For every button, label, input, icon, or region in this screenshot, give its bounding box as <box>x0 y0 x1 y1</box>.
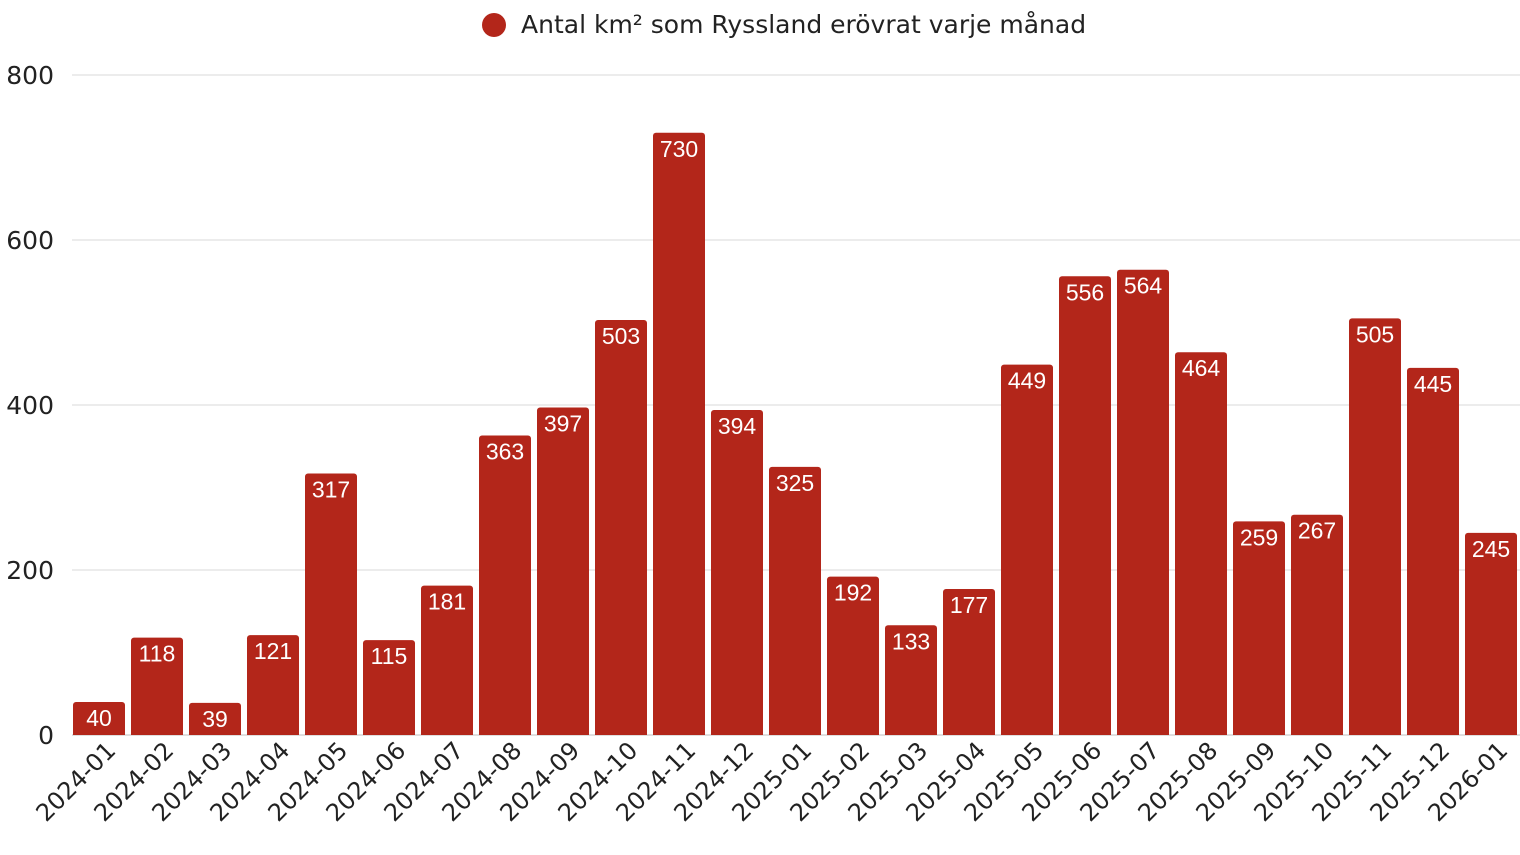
bar-base <box>885 731 937 735</box>
bar-value-label: 39 <box>202 706 228 732</box>
bars: 40 118 39 121 317 115 181 363 397 503 730 394 325 192… <box>73 132 1517 735</box>
bar-base <box>1001 731 1053 735</box>
bar-base <box>363 731 415 735</box>
bar-value-label: 449 <box>1008 368 1046 394</box>
bar-value-label: 245 <box>1472 536 1510 562</box>
y-axis-ticks: 0 200 400 600 800 <box>6 61 54 750</box>
bar-value-label: 363 <box>486 439 524 465</box>
bar-value-label: 40 <box>86 705 112 731</box>
bar-value-label: 505 <box>1356 321 1394 347</box>
bar-2025-07 <box>1117 269 1169 735</box>
bar-value-label: 267 <box>1298 518 1336 544</box>
bar-base <box>1291 731 1343 735</box>
legend-label: Antal km² som Ryssland erövrat varje mån… <box>521 10 1086 39</box>
bar-2024-02 <box>131 637 183 735</box>
legend-swatch <box>482 13 506 37</box>
bar-value-label: 121 <box>254 638 292 664</box>
bar-2024-06 <box>363 640 415 735</box>
bar-2025-11 <box>1349 318 1401 735</box>
bar-2024-05 <box>305 473 357 735</box>
bar-2025-12 <box>1407 367 1459 735</box>
bar-base <box>479 731 531 735</box>
bar-value-label: 317 <box>312 476 350 502</box>
y-tick-label: 200 <box>6 556 54 585</box>
bar-value-label: 564 <box>1124 273 1163 299</box>
bar-2024-04 <box>247 635 299 735</box>
bar-value-label: 181 <box>428 589 466 615</box>
bar-2026-01 <box>1465 532 1517 735</box>
bar-2025-01 <box>769 466 821 735</box>
bar-2025-06 <box>1059 276 1111 735</box>
bar-base <box>1175 731 1227 735</box>
bar-2024-11 <box>653 132 705 735</box>
bar-base <box>247 731 299 735</box>
bar-value-label: 556 <box>1066 279 1104 305</box>
bar-base <box>1407 731 1459 735</box>
bar-base <box>769 731 821 735</box>
bar-base <box>305 731 357 735</box>
bar-value-label: 118 <box>139 641 176 667</box>
bar-base <box>1059 731 1111 735</box>
bar-value-label: 115 <box>371 643 408 669</box>
bar-base <box>73 731 125 735</box>
bar-2024-01 <box>73 702 125 735</box>
bar-base <box>1465 731 1517 735</box>
bar-value-label: 192 <box>834 580 872 606</box>
bar-value-label: 503 <box>602 323 640 349</box>
bar-2025-09 <box>1233 521 1285 735</box>
legend: Antal km² som Ryssland erövrat varje mån… <box>482 10 1086 39</box>
bar-base <box>1117 731 1169 735</box>
bar-2024-12 <box>711 409 763 735</box>
bar-base <box>711 731 763 735</box>
bar-base <box>131 731 183 735</box>
bar-2024-10 <box>595 320 647 735</box>
bar-base <box>827 731 879 735</box>
bar-value-label: 397 <box>544 410 582 436</box>
bar-2025-10 <box>1291 514 1343 735</box>
bar-2024-08 <box>479 435 531 735</box>
bar-2025-05 <box>1001 364 1053 735</box>
y-tick-label: 400 <box>6 391 54 420</box>
bar-base <box>653 731 705 735</box>
bar-value-label: 133 <box>892 628 930 654</box>
bar-2025-02 <box>827 576 879 735</box>
bar-base <box>1233 731 1285 735</box>
bar-value-label: 464 <box>1182 355 1221 381</box>
bar-base <box>537 731 589 735</box>
bar-2025-04 <box>943 588 995 735</box>
bar-base <box>943 731 995 735</box>
bar-value-label: 730 <box>660 136 698 162</box>
bar-base <box>595 731 647 735</box>
bar-2025-08 <box>1175 352 1227 735</box>
bar-2025-03 <box>885 625 937 735</box>
bar-2024-09 <box>537 407 589 735</box>
bar-value-label: 325 <box>776 470 814 496</box>
y-tick-label: 600 <box>6 226 54 255</box>
x-axis-ticks: 2024-012024-022024-032024-042024-052024-… <box>31 736 1514 827</box>
bar-value-label: 259 <box>1240 524 1278 550</box>
y-tick-label: 0 <box>38 721 54 750</box>
bar-2024-03 <box>189 702 241 735</box>
bar-value-label: 445 <box>1414 371 1452 397</box>
bar-base <box>421 731 473 735</box>
bar-value-label: 394 <box>718 413 757 439</box>
bar-base <box>1349 731 1401 735</box>
bar-2024-07 <box>421 585 473 735</box>
bar-value-label: 177 <box>950 592 988 618</box>
bar-base <box>189 731 241 735</box>
y-tick-label: 800 <box>6 61 54 90</box>
